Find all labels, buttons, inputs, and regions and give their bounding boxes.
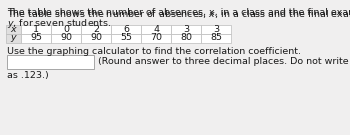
Bar <box>51 24 81 33</box>
Text: (Round answer to three decimal places. Do not write 0.123: (Round answer to three decimal places. D… <box>98 57 350 65</box>
Bar <box>6 24 21 33</box>
Bar <box>21 24 51 33</box>
Text: 3: 3 <box>213 24 219 33</box>
Bar <box>171 33 201 43</box>
Text: 85: 85 <box>210 33 222 43</box>
Text: 90: 90 <box>90 33 102 43</box>
Bar <box>201 24 231 33</box>
Text: $y$, for seven students.: $y$, for seven students. <box>7 16 112 30</box>
Bar <box>21 33 51 43</box>
Text: The table shows the number of absences,: The table shows the number of absences, <box>0 134 1 135</box>
Bar <box>6 33 21 43</box>
Text: 70: 70 <box>150 33 162 43</box>
Text: 80: 80 <box>180 33 192 43</box>
Bar <box>111 24 141 33</box>
Text: as .123.): as .123.) <box>7 71 49 80</box>
Text: 2: 2 <box>93 24 99 33</box>
Text: 90: 90 <box>60 33 72 43</box>
Text: 95: 95 <box>30 33 42 43</box>
Text: 4: 4 <box>153 24 159 33</box>
Bar <box>81 33 111 43</box>
Text: Use the graphing calculator to find the correlation coefficient.: Use the graphing calculator to find the … <box>7 47 301 56</box>
Text: 6: 6 <box>123 24 129 33</box>
Bar <box>141 24 171 33</box>
Text: 1: 1 <box>33 24 39 33</box>
Bar <box>201 33 231 43</box>
Text: 55: 55 <box>120 33 132 43</box>
Text: The table shows the number of absences, x, in a class and the final exam grade,: The table shows the number of absences, … <box>7 8 350 17</box>
Bar <box>51 33 81 43</box>
Text: $x$: $x$ <box>9 24 18 33</box>
Bar <box>111 33 141 43</box>
Text: 0: 0 <box>63 24 69 33</box>
Bar <box>171 24 201 33</box>
Text: 3: 3 <box>183 24 189 33</box>
Bar <box>141 33 171 43</box>
Text: The table shows the number of absences, $x$, in a class and the final exam grade: The table shows the number of absences, … <box>7 8 350 21</box>
Text: $y$: $y$ <box>9 33 18 43</box>
Bar <box>7 55 94 69</box>
Bar <box>81 24 111 33</box>
